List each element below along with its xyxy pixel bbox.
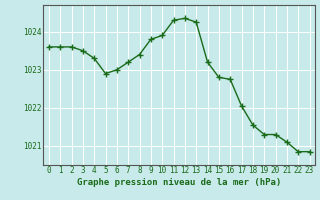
X-axis label: Graphe pression niveau de la mer (hPa): Graphe pression niveau de la mer (hPa) bbox=[77, 178, 281, 187]
